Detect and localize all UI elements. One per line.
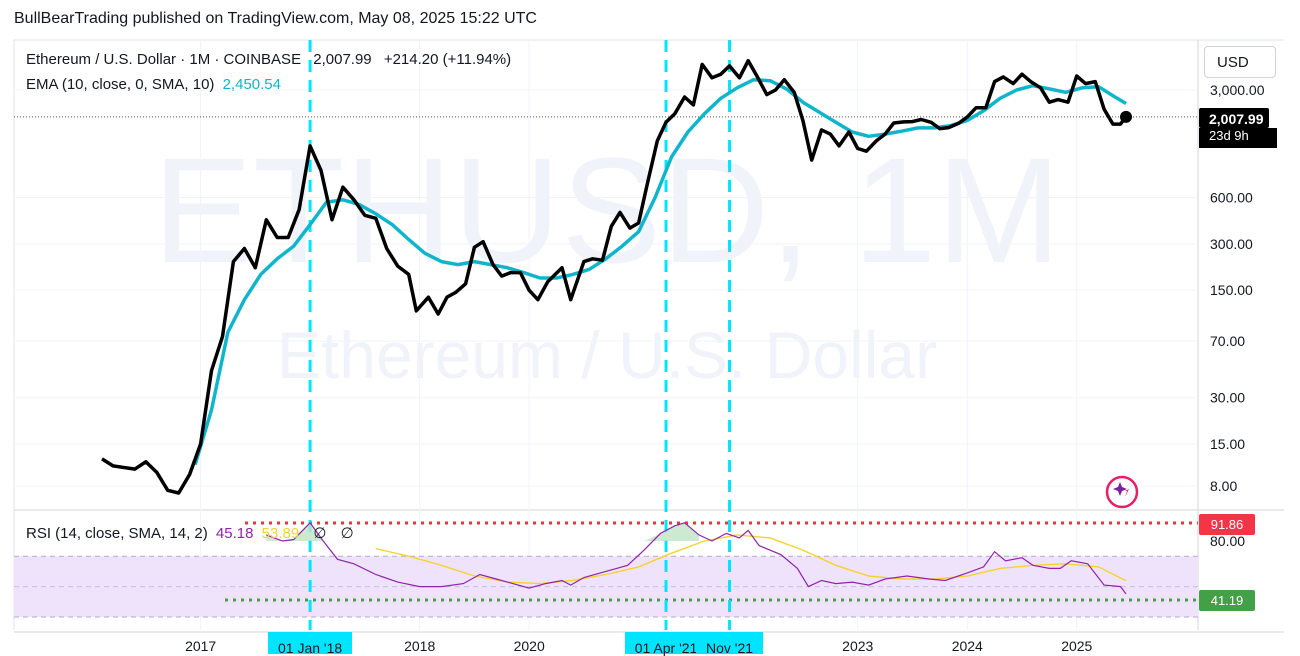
time-tick-label: 2023 — [842, 638, 874, 654]
ema-legend[interactable]: EMA (10, close, 0, SMA, 10) 2,450.54 — [26, 76, 285, 93]
time-tick-label: 2018 — [404, 638, 436, 654]
rsi-extra-1: ∅ — [313, 525, 327, 542]
time-tick-label: 2024 — [951, 638, 983, 654]
rsi-legend[interactable]: RSI (14, close, SMA, 14, 2) 45.18 53.89 … — [26, 524, 358, 542]
countdown-badge: 23d 9h — [1199, 128, 1277, 148]
time-highlight-label: 01 Jan '18 — [268, 632, 353, 656]
symbol-name[interactable]: Ethereum / U.S. Dollar · 1M · COINBASE — [26, 51, 302, 68]
time-tick-label: 2017 — [185, 638, 217, 654]
price-tick-label: 15.00 — [1210, 436, 1245, 452]
rsi-tick-label: 80.00 — [1210, 533, 1245, 549]
watermark-name: Ethereum / U.S. Dollar — [277, 318, 937, 392]
rsi-low-badge: 41.19 — [1199, 590, 1255, 611]
symbol-legend[interactable]: Ethereum / U.S. Dollar · 1M · COINBASE 2… — [26, 51, 515, 68]
symbol-price: 2,007.99 — [313, 51, 372, 68]
last-price-badge: 2,007.99 — [1199, 108, 1269, 128]
price-tick-label: 300.00 — [1210, 236, 1253, 252]
assistant-sparkle-icon[interactable] — [1105, 475, 1139, 509]
rsi-band — [14, 556, 1198, 618]
currency-button[interactable]: USD — [1204, 46, 1276, 78]
price-tick-label: 70.00 — [1210, 333, 1245, 349]
price-tick-label: 30.00 — [1210, 390, 1245, 406]
rsi-overbought-fill — [266, 522, 324, 542]
price-tick-label: 8.00 — [1210, 478, 1237, 494]
price-tick-label: 3,000.00 — [1210, 82, 1265, 98]
ema-value: 2,450.54 — [222, 76, 281, 93]
time-tick-label: 2025 — [1061, 638, 1093, 654]
last-price-marker — [1120, 110, 1132, 123]
rsi-ma-value: 53.89 — [261, 525, 300, 542]
rsi-value: 45.18 — [215, 525, 254, 542]
publisher-header: BullBearTrading published on TradingView… — [14, 10, 537, 27]
price-tick-label: 150.00 — [1210, 282, 1253, 298]
rsi-line — [266, 521, 1127, 595]
rsi-overbought-fill — [644, 522, 699, 542]
time-highlight-label: Nov '21 — [696, 632, 764, 656]
watermark-symbol: ETHUSD, 1M — [153, 126, 1061, 294]
time-tick-label: 2020 — [513, 638, 545, 654]
rsi-high-badge: 91.86 — [1199, 514, 1255, 535]
price-line — [101, 58, 1128, 495]
symbol-change: +214.20 (+11.94%) — [383, 51, 512, 68]
ema-line — [193, 77, 1127, 466]
rsi-label[interactable]: RSI (14, close, SMA, 14, 2) — [26, 525, 208, 542]
ema-label[interactable]: EMA (10, close, 0, SMA, 10) — [26, 76, 215, 93]
rsi-extra-2: ∅ — [340, 525, 354, 542]
price-tick-label: 600.00 — [1210, 190, 1253, 206]
